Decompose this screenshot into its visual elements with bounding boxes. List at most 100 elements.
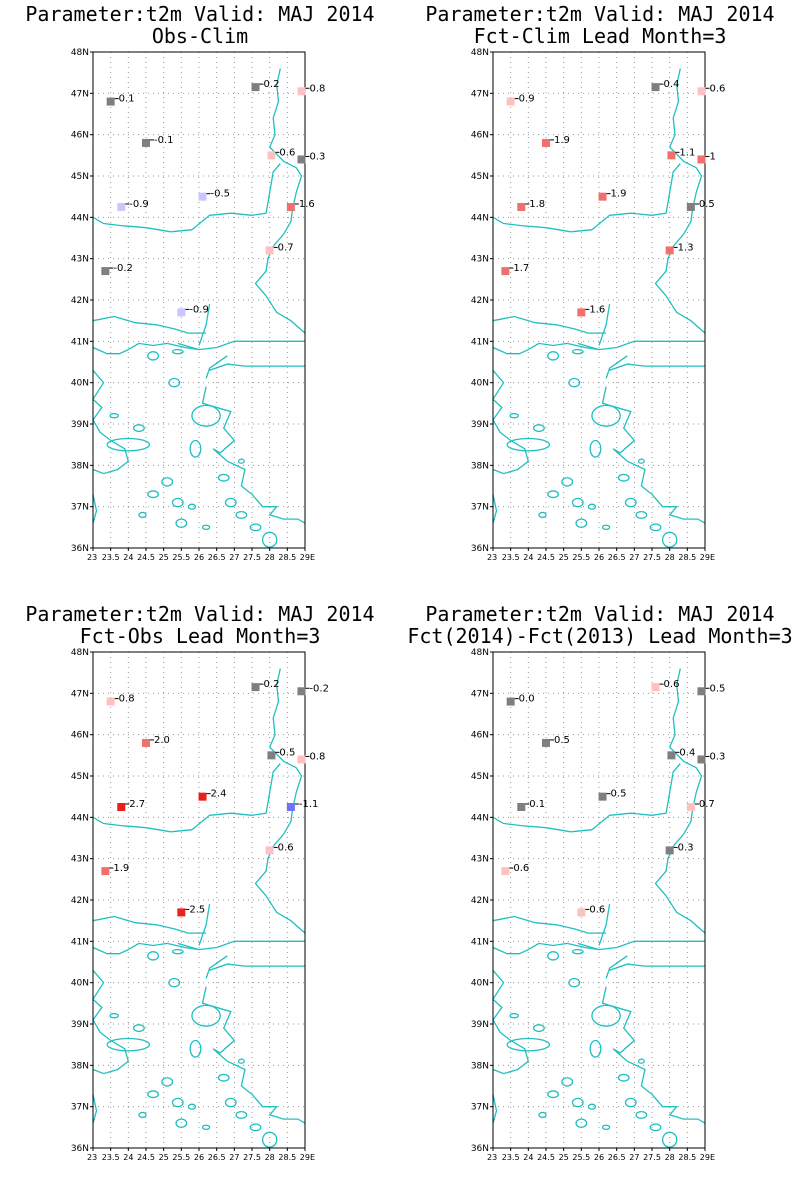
island <box>175 518 188 528</box>
y-tick-label: 37N <box>71 503 89 513</box>
coastline <box>209 963 305 971</box>
y-tick-label: 42N <box>71 896 89 906</box>
x-tick-label: 29E <box>300 1153 315 1162</box>
station-marker <box>251 83 260 92</box>
station-marker <box>506 697 515 706</box>
coastline <box>254 68 306 334</box>
coastline <box>177 340 305 351</box>
station-marker <box>665 246 674 255</box>
y-tick-label: 44N <box>471 213 489 223</box>
y-tick-label: 39N <box>71 1020 89 1030</box>
x-tick-label: 25.5 <box>572 1153 590 1162</box>
station-markers: 0.0 0.5 0.6 0.5 0.4 0.3 0.1 0.5 0.7 0.3 0.6 0.6 <box>501 679 725 917</box>
station-value-label: 1.9 <box>554 135 570 146</box>
station-value-label: 0.6 <box>279 147 295 158</box>
y-tick-label: 41N <box>471 937 489 947</box>
y-tick-label: 48N <box>71 48 89 58</box>
x-tick-label: 23.5 <box>502 1153 520 1162</box>
island <box>571 1097 584 1108</box>
x-tick-label: 23 <box>87 553 97 562</box>
island <box>147 490 160 499</box>
island <box>624 497 637 508</box>
island <box>509 1013 520 1019</box>
map-plot: 36N 37N 38N 39N 40N 41N 42N 43N 44N 45N 46N 47N 48N 2… <box>471 48 726 562</box>
y-tick-label: 37N <box>471 503 489 513</box>
station-value-label: 0.3 <box>309 151 325 162</box>
station-marker <box>651 83 660 92</box>
station-markers: 0.9 1.9 0.4 0.6 1.1 1 1.8 1.9 0.5 1.3 1.7 1.6 <box>501 79 725 317</box>
island <box>261 1131 278 1148</box>
station-marker <box>506 97 515 106</box>
panel-fct-obs: Parameter:t2m Valid: MAJ 2014 Fct-Obs Le… <box>0 600 400 1200</box>
island <box>161 477 174 487</box>
island <box>201 1124 211 1131</box>
coastline <box>492 369 530 475</box>
island <box>538 1111 547 1119</box>
station-value-label: -1.1 <box>299 799 319 810</box>
station-value-label: -0.2 <box>113 263 133 274</box>
coastline <box>601 986 706 1124</box>
station-marker <box>542 138 550 147</box>
station-value-label: 0.5 <box>709 683 725 694</box>
coastline <box>92 942 200 955</box>
station-value-label: 1.3 <box>678 242 694 253</box>
island <box>175 1118 188 1128</box>
x-tick-label: 28 <box>665 553 675 562</box>
island <box>217 473 230 482</box>
y-tick-label: 38N <box>71 1061 89 1071</box>
station-value-label: 0.5 <box>699 199 715 210</box>
island <box>561 1077 574 1087</box>
y-tick-label: 44N <box>71 813 89 823</box>
station-value-label: -0.9 <box>189 304 209 315</box>
panel-subtitle: Obs-Clim <box>151 24 249 48</box>
station-marker <box>101 867 110 876</box>
station-marker <box>686 803 695 811</box>
station-marker <box>117 803 126 811</box>
station-marker <box>667 151 676 160</box>
station-value-label: 1.9 <box>113 863 129 874</box>
x-tick-label: 23.5 <box>102 1153 120 1162</box>
y-tick-label: 43N <box>71 255 89 265</box>
coastline <box>654 68 706 334</box>
x-tick-label: 27.5 <box>643 553 661 562</box>
station-marker <box>577 308 586 317</box>
coastline <box>201 386 306 524</box>
station-marker <box>142 138 150 147</box>
island <box>591 1004 621 1027</box>
y-tick-label: 36N <box>471 1144 489 1154</box>
x-tick-label: 25.5 <box>172 1153 190 1162</box>
y-tick-label: 36N <box>471 544 489 554</box>
y-tick-label: 38N <box>71 461 89 471</box>
island <box>109 1013 120 1019</box>
station-marker <box>697 87 706 96</box>
island <box>171 948 184 955</box>
x-tick-label: 27.5 <box>243 1153 261 1162</box>
station-value-label: 0.6 <box>589 904 605 915</box>
island <box>147 351 160 361</box>
station-marker <box>598 792 607 801</box>
station-value-label: 1.7 <box>513 263 529 274</box>
y-tick-label: 47N <box>71 689 89 699</box>
island <box>189 439 202 458</box>
island <box>587 1103 597 1110</box>
coastline <box>92 1094 98 1124</box>
coastline <box>605 955 628 979</box>
station-marker <box>542 738 550 747</box>
map-plot: 36N 37N 38N 39N 40N 41N 42N 43N 44N 45N 46N 47N 48N 2… <box>471 648 726 1162</box>
x-tick-label: 25.5 <box>572 553 590 562</box>
y-tick-label: 37N <box>71 1103 89 1113</box>
island <box>171 497 184 508</box>
map-plot: 36N 37N 38N 39N 40N 41N 42N 43N 44N 45N 46N 47N 48N 2… <box>71 48 326 562</box>
coastline <box>92 915 207 934</box>
y-tick-label: 40N <box>471 979 489 989</box>
station-value-label: 1.6 <box>589 304 605 315</box>
station-marker <box>297 87 306 96</box>
y-tick-label: 39N <box>71 420 89 430</box>
station-marker <box>517 203 526 211</box>
station-value-label: 0.3 <box>709 751 725 762</box>
panel-fct-diff: Parameter:t2m Valid: MAJ 2014 Fct(2014)-… <box>400 600 800 1200</box>
station-value-label: 1 <box>709 151 715 162</box>
island <box>132 1024 145 1033</box>
panel-fct-clim: Parameter:t2m Valid: MAJ 2014 Fct-Clim L… <box>400 0 800 600</box>
gridlines <box>93 52 305 548</box>
